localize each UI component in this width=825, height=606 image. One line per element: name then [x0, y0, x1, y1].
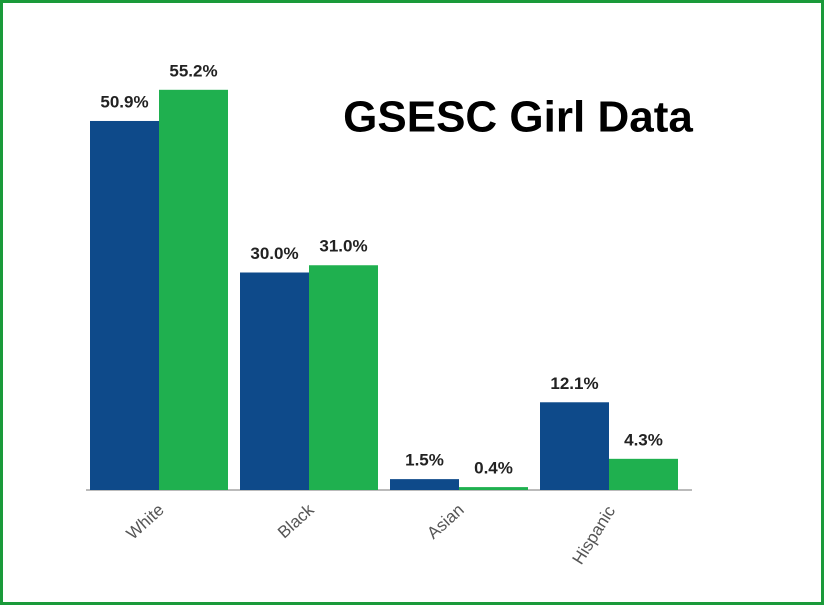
value-label: 50.9%	[100, 92, 148, 111]
bar	[240, 272, 309, 490]
bar	[459, 487, 528, 490]
bar	[309, 265, 378, 490]
value-label: 12.1%	[550, 374, 598, 393]
value-label: 0.4%	[474, 459, 513, 478]
bar	[609, 458, 678, 490]
value-label: 4.3%	[624, 430, 663, 449]
value-label: 1.5%	[405, 451, 444, 470]
bar	[90, 120, 159, 490]
bar	[540, 402, 609, 490]
value-label: 55.2%	[169, 61, 217, 80]
chart-title: GSESC Girl Data	[343, 93, 693, 142]
bar	[390, 479, 459, 490]
value-label: 31.0%	[319, 237, 367, 256]
value-label: 30.0%	[250, 244, 298, 263]
bar	[159, 89, 228, 491]
